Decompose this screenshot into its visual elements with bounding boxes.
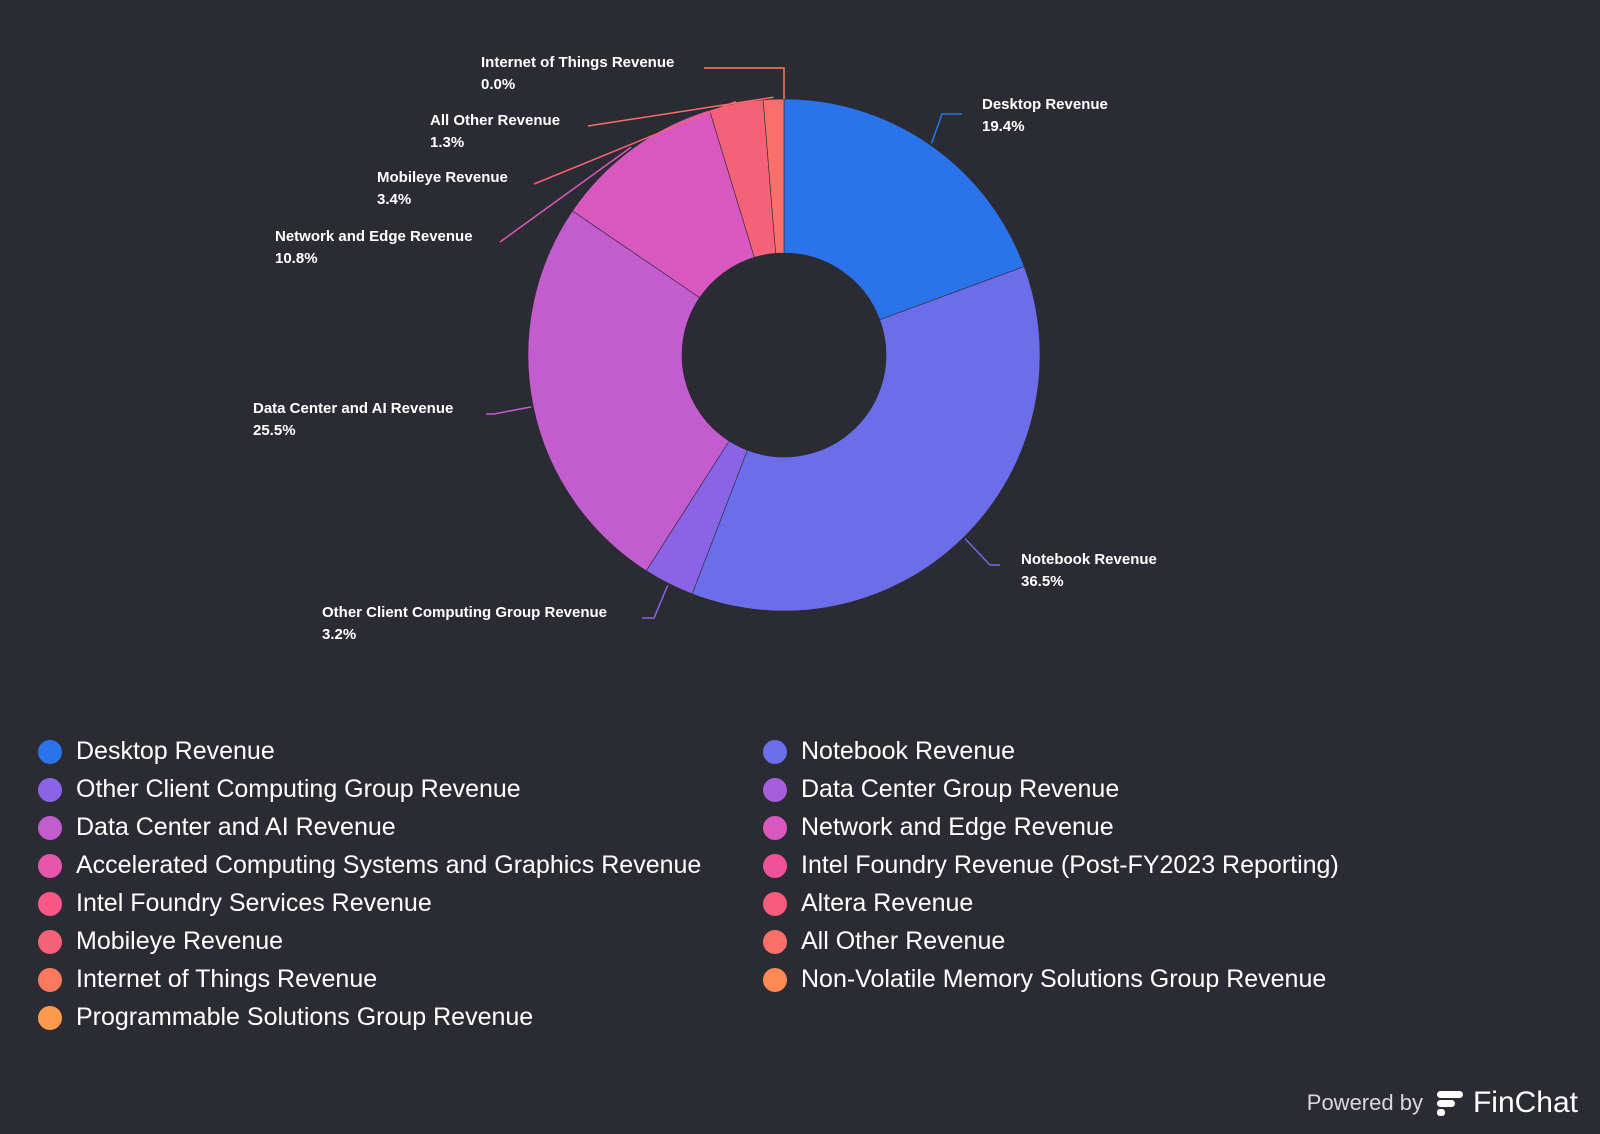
- legend-item-other-client-computing-group-revenue[interactable]: Other Client Computing Group Revenue: [38, 775, 763, 803]
- donut-chart: Desktop Revenue 19.4% Notebook Revenue 36.5…: [253, 54, 1157, 643]
- slice-value-internet-of-things-revenue: 0.0%: [481, 76, 515, 93]
- legend-label: Notebook Revenue: [801, 737, 1016, 765]
- legend-label: Mobileye Revenue: [76, 927, 284, 955]
- legend-label: Intel Foundry Services Revenue: [76, 889, 432, 917]
- slice-label-notebook-revenue: Notebook Revenue: [1021, 551, 1157, 568]
- slice-notebook-revenue[interactable]: [691, 266, 1041, 612]
- legend-label: Other Client Computing Group Revenue: [76, 775, 521, 803]
- powered-by-text: Powered by: [1306, 1090, 1423, 1115]
- legend-item-intel-foundry-services-revenue[interactable]: Intel Foundry Services Revenue: [38, 889, 763, 917]
- slice-value-all-other-revenue: 1.3%: [430, 134, 464, 151]
- slice-label-mobileye-revenue: Mobileye Revenue: [377, 169, 508, 186]
- legend-label: Non-Volatile Memory Solutions Group Reve…: [801, 965, 1327, 993]
- legend-dot-icon: [38, 891, 62, 916]
- chart-labels: Desktop Revenue 19.4% Notebook Revenue 36.5…: [253, 54, 1157, 643]
- slice-value-network-and-edge-revenue: 10.8%: [275, 250, 318, 267]
- legend-label: All Other Revenue: [801, 927, 1006, 955]
- slice-desktop-revenue[interactable]: [783, 98, 1025, 321]
- powered-by-footer: Powered by FinChat: [1307, 1086, 1578, 1120]
- chart-slices: [527, 98, 1041, 612]
- legend-dot-icon: [763, 815, 787, 840]
- legend-label: Altera Revenue: [801, 889, 974, 917]
- legend-label: Intel Foundry Revenue (Post-FY2023 Repor…: [801, 851, 1339, 879]
- legend-item-internet-of-things-revenue[interactable]: Internet of Things Revenue: [38, 965, 763, 993]
- legend-dot-icon: [763, 967, 787, 992]
- legend-dot-icon: [38, 853, 62, 878]
- slice-network-and-edge-revenue[interactable]: [571, 109, 755, 299]
- legend-label: Network and Edge Revenue: [801, 813, 1114, 841]
- finchat-brand: FinChat: [1472, 1086, 1578, 1119]
- slice-label-data-center-and-ai-revenue: Data Center and AI Revenue: [253, 400, 453, 417]
- leader-line-mobileye-revenue: [533, 100, 736, 185]
- legend-label: Desktop Revenue: [76, 737, 275, 765]
- legend-item-non-volatile-memory-solutions-group-revenue[interactable]: Non-Volatile Memory Solutions Group Reve…: [763, 965, 1463, 993]
- leader-line-all-other-revenue: [587, 96, 774, 127]
- slice-value-other-client-computing-group-revenue: 3.2%: [322, 626, 356, 643]
- legend-item-data-center-group-revenue[interactable]: Data Center Group Revenue: [763, 775, 1463, 803]
- legend-dot-icon: [38, 739, 62, 764]
- slice-label-network-and-edge-revenue: Network and Edge Revenue: [275, 228, 473, 245]
- legend-item-all-other-revenue[interactable]: All Other Revenue: [763, 927, 1463, 955]
- legend-dot-icon: [38, 1005, 62, 1030]
- leader-line-network-and-edge-revenue: [499, 146, 632, 243]
- legend-item-data-center-and-ai-revenue[interactable]: Data Center and AI Revenue: [38, 813, 763, 841]
- leader-line-data-center-and-ai-revenue: [486, 406, 532, 415]
- leader-line-notebook-revenue: [964, 538, 1000, 566]
- slice-all-other-revenue[interactable]: [762, 98, 785, 254]
- leader-line-internet-of-things-revenue: [704, 67, 785, 99]
- slice-value-mobileye-revenue: 3.4%: [377, 191, 411, 208]
- legend-dot-icon: [38, 929, 62, 954]
- legend-item-intel-foundry-revenue-post-fy2023-reporting[interactable]: Intel Foundry Revenue (Post-FY2023 Repor…: [763, 851, 1463, 879]
- legend-dot-icon: [38, 967, 62, 992]
- legend-dot-icon: [763, 891, 787, 916]
- leader-line-desktop-revenue: [930, 113, 962, 144]
- legend-label: Data Center Group Revenue: [801, 775, 1120, 803]
- slice-data-center-and-ai-revenue[interactable]: [527, 210, 730, 572]
- slice-label-other-client-computing-group-revenue: Other Client Computing Group Revenue: [322, 604, 607, 621]
- slice-value-data-center-and-ai-revenue: 25.5%: [253, 422, 296, 439]
- slice-label-desktop-revenue: Desktop Revenue: [982, 96, 1108, 113]
- legend-item-desktop-revenue[interactable]: Desktop Revenue: [38, 737, 763, 765]
- legend-dot-icon: [763, 777, 787, 802]
- legend-dot-icon: [38, 815, 62, 840]
- legend-item-network-and-edge-revenue[interactable]: Network and Edge Revenue: [763, 813, 1463, 841]
- legend-label: Data Center and AI Revenue: [76, 813, 396, 841]
- leader-line-other-client-computing-group-revenue: [642, 585, 669, 619]
- legend-label: Programmable Solutions Group Revenue: [76, 1003, 534, 1031]
- slice-value-desktop-revenue: 19.4%: [982, 118, 1025, 135]
- chart-leader-lines: [486, 67, 1000, 619]
- legend-dot-icon: [763, 739, 787, 764]
- legend-dot-icon: [763, 853, 787, 878]
- chart-legend: Desktop Revenue Notebook Revenue Other Cli…: [38, 737, 1458, 1031]
- legend-item-notebook-revenue[interactable]: Notebook Revenue: [763, 737, 1463, 765]
- finchat-logo-icon: [1436, 1091, 1463, 1116]
- legend-label: Internet of Things Revenue: [76, 965, 378, 993]
- legend-item-programmable-solutions-group-revenue[interactable]: Programmable Solutions Group Revenue: [38, 1003, 763, 1031]
- slice-label-internet-of-things-revenue: Internet of Things Revenue: [481, 54, 674, 71]
- slice-label-all-other-revenue: All Other Revenue: [430, 112, 560, 129]
- legend-label: Accelerated Computing Systems and Graphi…: [76, 851, 702, 879]
- legend-dot-icon: [763, 929, 787, 954]
- legend-item-mobileye-revenue[interactable]: Mobileye Revenue: [38, 927, 763, 955]
- slice-value-notebook-revenue: 36.5%: [1021, 573, 1064, 590]
- legend-dot-icon: [38, 777, 62, 802]
- legend-item-accelerated-computing-systems-and-graphics-revenue[interactable]: Accelerated Computing Systems and Graphi…: [38, 851, 763, 879]
- legend-item-altera-revenue[interactable]: Altera Revenue: [763, 889, 1463, 917]
